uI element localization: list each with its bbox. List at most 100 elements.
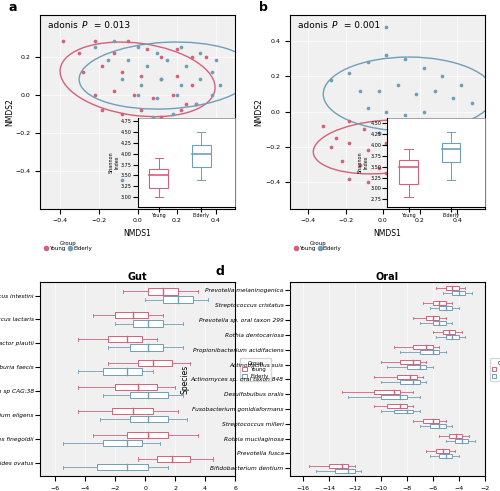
FancyBboxPatch shape bbox=[103, 440, 142, 446]
FancyBboxPatch shape bbox=[420, 350, 440, 354]
Point bbox=[412, 90, 420, 98]
FancyBboxPatch shape bbox=[422, 419, 440, 423]
Point bbox=[375, 129, 383, 137]
Point bbox=[457, 82, 465, 89]
FancyBboxPatch shape bbox=[407, 365, 426, 369]
Point bbox=[149, 94, 157, 102]
Point bbox=[401, 146, 409, 154]
Point bbox=[394, 82, 402, 89]
Point bbox=[90, 43, 98, 51]
Point bbox=[157, 113, 165, 121]
Point bbox=[346, 175, 354, 183]
Point bbox=[364, 146, 372, 154]
FancyBboxPatch shape bbox=[440, 306, 452, 310]
Point bbox=[425, 161, 433, 168]
Point bbox=[450, 94, 458, 102]
Point bbox=[438, 116, 446, 124]
Point bbox=[438, 73, 446, 81]
Point bbox=[382, 23, 390, 31]
FancyBboxPatch shape bbox=[444, 330, 455, 334]
Point bbox=[382, 169, 390, 177]
Point bbox=[172, 91, 180, 99]
Point bbox=[202, 53, 210, 60]
Point bbox=[434, 134, 442, 142]
Point bbox=[192, 100, 200, 108]
FancyBboxPatch shape bbox=[115, 384, 157, 390]
FancyBboxPatch shape bbox=[436, 449, 448, 453]
Point bbox=[172, 45, 180, 53]
Point bbox=[196, 76, 204, 83]
FancyBboxPatch shape bbox=[103, 368, 142, 375]
FancyBboxPatch shape bbox=[446, 335, 459, 339]
FancyBboxPatch shape bbox=[455, 439, 468, 443]
Point bbox=[216, 81, 224, 89]
Point bbox=[176, 43, 184, 51]
Point bbox=[364, 178, 372, 186]
FancyBboxPatch shape bbox=[329, 464, 348, 467]
FancyBboxPatch shape bbox=[426, 316, 440, 320]
Point bbox=[79, 68, 87, 76]
Point bbox=[420, 64, 428, 72]
Point bbox=[332, 134, 340, 142]
Point bbox=[401, 55, 409, 63]
Point bbox=[394, 125, 402, 133]
Legend: Young, Elderly: Young, Elderly bbox=[490, 358, 500, 381]
Legend: Young, Elderly: Young, Elderly bbox=[43, 239, 94, 253]
Point bbox=[412, 134, 420, 142]
Point bbox=[118, 76, 126, 83]
Point bbox=[382, 139, 390, 147]
Point bbox=[110, 49, 118, 56]
Point bbox=[208, 91, 216, 99]
Y-axis label: Species: Species bbox=[180, 365, 189, 394]
FancyBboxPatch shape bbox=[130, 344, 163, 351]
Text: b: b bbox=[258, 1, 268, 14]
Point bbox=[153, 94, 161, 102]
Text: P: P bbox=[332, 21, 337, 29]
Point bbox=[163, 56, 171, 64]
Point bbox=[192, 100, 200, 108]
Text: = 0.013: = 0.013 bbox=[90, 21, 130, 29]
FancyBboxPatch shape bbox=[440, 454, 452, 458]
Point bbox=[124, 56, 132, 64]
Point bbox=[382, 108, 390, 115]
FancyBboxPatch shape bbox=[400, 360, 420, 364]
Point bbox=[188, 119, 196, 127]
Point bbox=[176, 106, 184, 114]
Point bbox=[75, 49, 83, 56]
Text: = 0.001: = 0.001 bbox=[340, 21, 380, 29]
Point bbox=[110, 87, 118, 95]
Point bbox=[188, 81, 196, 89]
Point bbox=[375, 164, 383, 172]
FancyBboxPatch shape bbox=[400, 380, 420, 384]
Point bbox=[431, 86, 439, 94]
Point bbox=[320, 122, 328, 130]
Point bbox=[364, 58, 372, 66]
Point bbox=[144, 45, 152, 53]
FancyBboxPatch shape bbox=[388, 405, 407, 409]
FancyBboxPatch shape bbox=[112, 408, 152, 414]
Point bbox=[326, 143, 334, 151]
FancyBboxPatch shape bbox=[374, 390, 400, 393]
X-axis label: NMDS1: NMDS1 bbox=[124, 229, 152, 238]
Point bbox=[168, 91, 176, 99]
Point bbox=[457, 125, 465, 133]
FancyBboxPatch shape bbox=[97, 464, 148, 470]
FancyBboxPatch shape bbox=[452, 291, 466, 295]
FancyBboxPatch shape bbox=[414, 345, 433, 349]
FancyBboxPatch shape bbox=[148, 288, 178, 295]
Point bbox=[394, 157, 402, 165]
Point bbox=[118, 68, 126, 76]
Point bbox=[401, 134, 409, 142]
Y-axis label: NMDS2: NMDS2 bbox=[254, 98, 264, 126]
Point bbox=[130, 91, 138, 99]
Point bbox=[356, 86, 364, 94]
Point bbox=[153, 49, 161, 56]
Point bbox=[401, 111, 409, 119]
Point bbox=[468, 99, 476, 107]
Point bbox=[168, 109, 176, 117]
FancyBboxPatch shape bbox=[433, 321, 446, 325]
Point bbox=[149, 113, 157, 121]
FancyBboxPatch shape bbox=[130, 392, 168, 399]
Text: P: P bbox=[82, 21, 87, 29]
FancyBboxPatch shape bbox=[446, 286, 459, 290]
